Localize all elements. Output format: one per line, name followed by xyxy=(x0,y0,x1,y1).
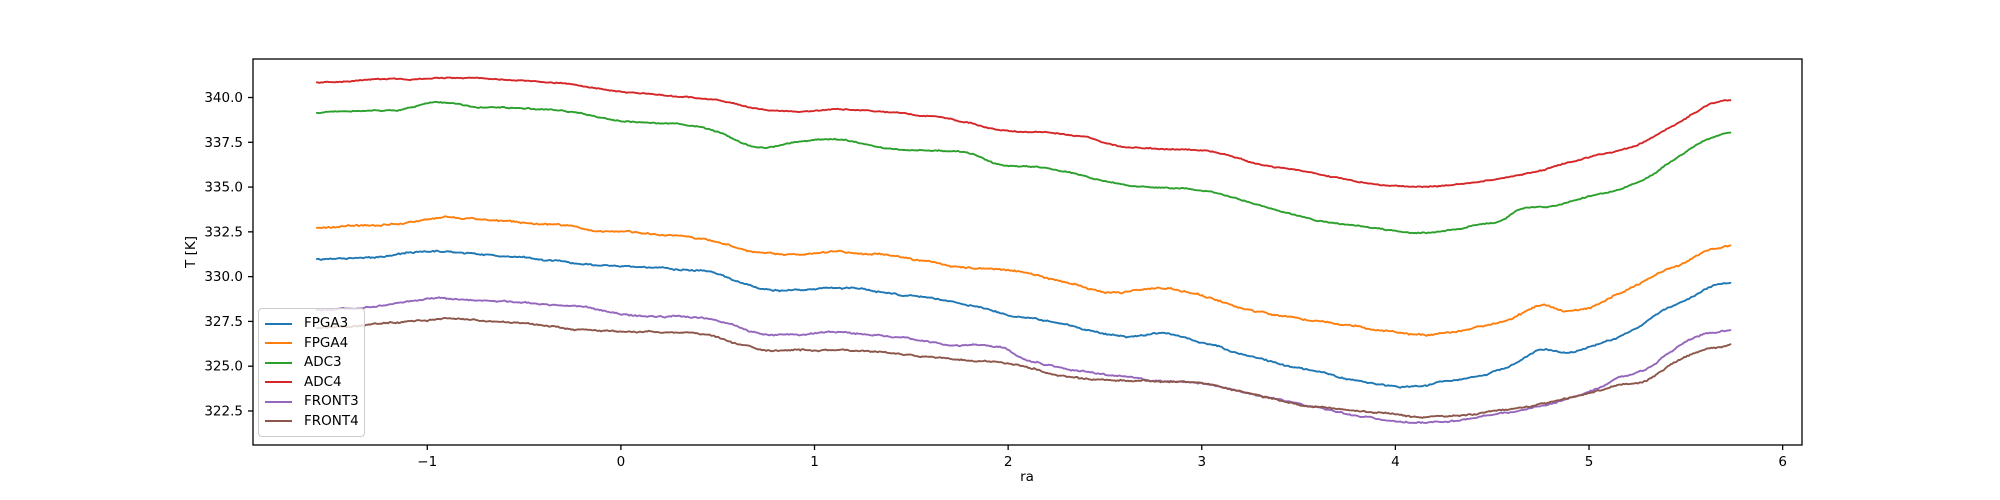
x-tick-label: 0 xyxy=(617,454,626,470)
x-tick-label: −1 xyxy=(417,454,437,470)
y-tick-label: 322.5 xyxy=(204,403,243,419)
axes-frame xyxy=(252,58,1803,446)
y-tick-label: 325.0 xyxy=(204,359,243,375)
y-tick-label: 337.5 xyxy=(204,135,243,151)
y-tick-label: 340.0 xyxy=(204,90,243,106)
legend-item-ADC3: ADC3 xyxy=(265,353,357,373)
legend-item-FPGA4: FPGA4 xyxy=(265,334,357,354)
legend-item-ADC4: ADC4 xyxy=(265,373,357,393)
x-axis-label: ra xyxy=(1020,469,1034,485)
legend-swatch xyxy=(265,361,292,364)
legend-label: FPGA4 xyxy=(304,334,349,351)
x-tick-label: 5 xyxy=(1585,454,1594,470)
legend-label: FRONT3 xyxy=(304,393,359,409)
legend-swatch xyxy=(265,322,292,325)
series-line-ADC3 xyxy=(315,100,1732,235)
y-axis-label: T [K] xyxy=(183,236,199,268)
axes-ticks: −1 0 1 2 3 4 5 6 322.5 325.0 327.5 330.0 332.5 335.0 3… xyxy=(204,90,1787,470)
legend-item-FRONT3: FRONT3 xyxy=(265,392,359,412)
series-line-FPGA4 xyxy=(315,215,1732,337)
series-line-FRONT3 xyxy=(315,296,1732,424)
series-line-FRONT4 xyxy=(315,316,1732,419)
legend-swatch xyxy=(265,420,292,423)
x-tick-label: 6 xyxy=(1778,454,1787,470)
legend-label: FRONT4 xyxy=(304,412,359,429)
y-tick-label: 332.5 xyxy=(204,224,243,240)
series-line-ADC4 xyxy=(315,76,1732,189)
legend-label: ADC3 xyxy=(304,354,342,370)
legend-swatch xyxy=(265,381,292,384)
legend-swatch xyxy=(265,342,292,345)
y-tick-label: 330.0 xyxy=(204,269,243,285)
y-tick-label: 327.5 xyxy=(204,314,243,330)
legend-swatch xyxy=(265,400,292,403)
legend-label: ADC4 xyxy=(304,373,342,390)
legend: FPGA3 FPGA4 ADC3 ADC4 FRONT3 FRONT4 xyxy=(258,308,365,437)
series-line-FPGA3 xyxy=(315,249,1732,389)
legend-item-FRONT4: FRONT4 xyxy=(265,412,359,432)
x-tick-label: 1 xyxy=(810,454,819,470)
x-tick-label: 4 xyxy=(1391,454,1400,470)
x-tick-label: 2 xyxy=(1004,454,1013,470)
y-tick-label: 335.0 xyxy=(204,180,243,196)
legend-item-FPGA3: FPGA3 xyxy=(265,314,357,334)
x-tick-label: 3 xyxy=(1197,454,1206,470)
legend-label: FPGA3 xyxy=(304,315,349,331)
